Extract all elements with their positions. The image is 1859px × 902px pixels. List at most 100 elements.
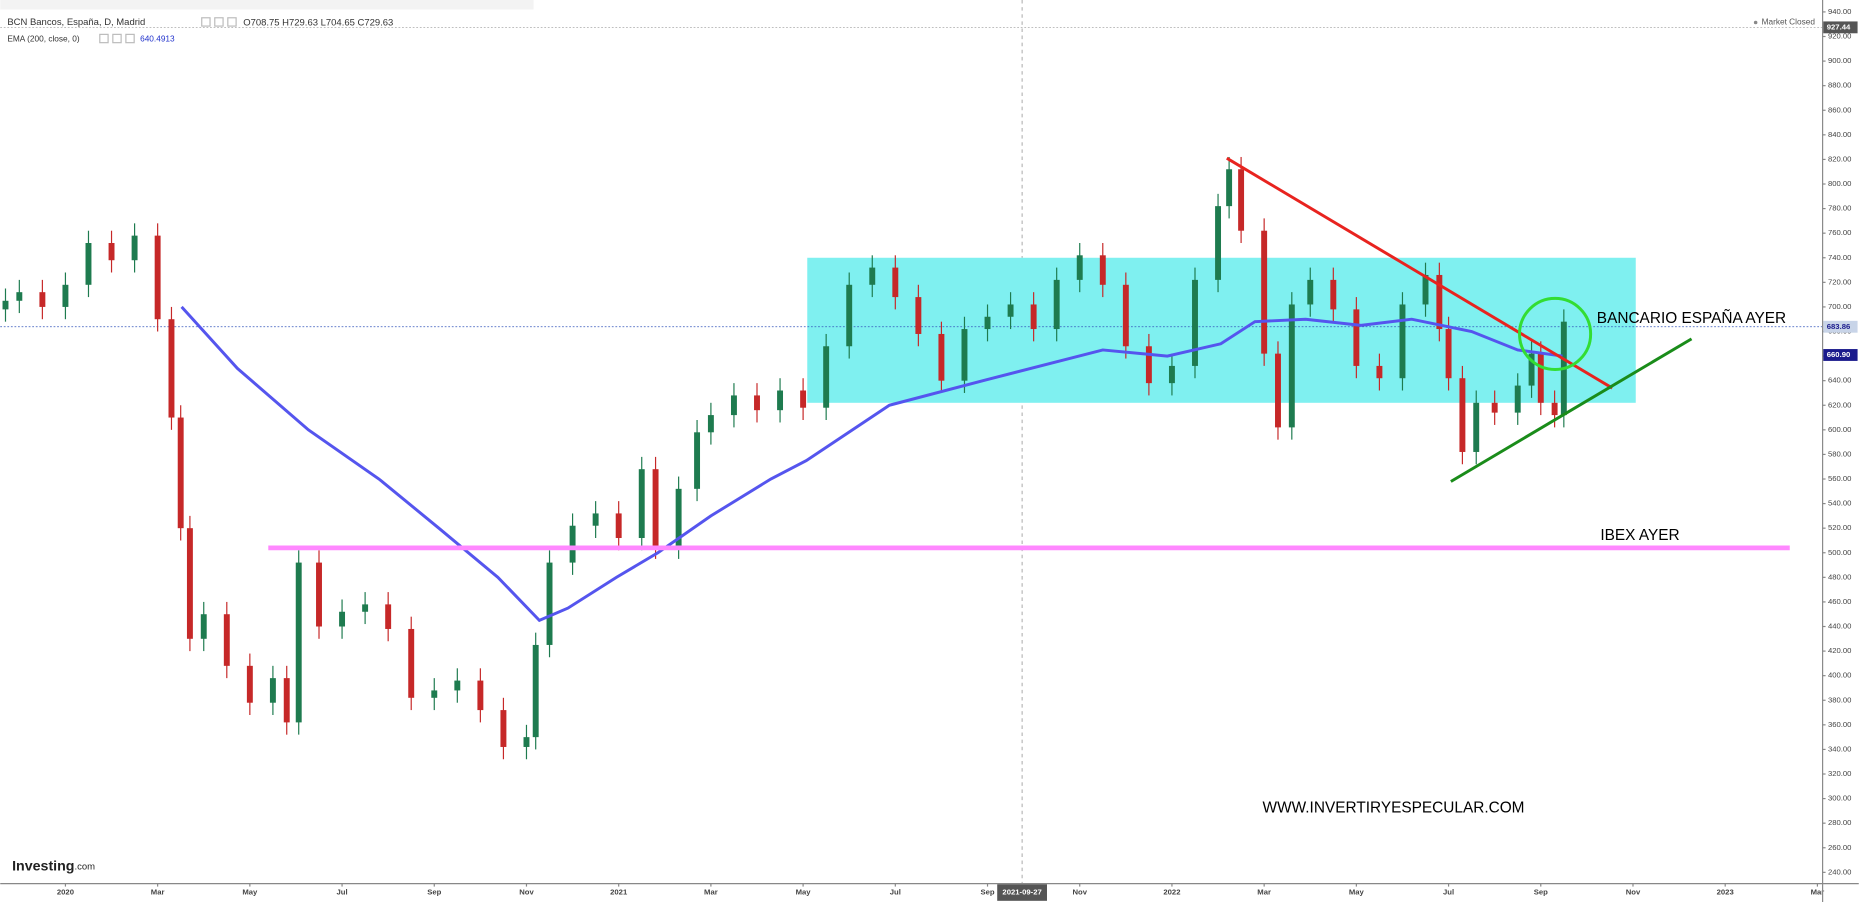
- candle-body: [385, 604, 392, 629]
- y-tick-label: 720.00: [1828, 277, 1852, 286]
- x-tick-label: 2020: [57, 888, 74, 897]
- icon[interactable]: [227, 17, 237, 27]
- ohlc-open: O708.75: [243, 17, 279, 28]
- x-tick-label: 2022: [1163, 888, 1180, 897]
- y-tick-label: 800.00: [1828, 179, 1852, 188]
- candle-body: [1353, 309, 1360, 366]
- y-tick-label: 400.00: [1828, 671, 1852, 680]
- candle-body: [1030, 304, 1037, 330]
- y-tick-label: 500.00: [1828, 548, 1852, 557]
- toolbar[interactable]: [0, 0, 534, 10]
- x-tick-label: Nov: [1072, 888, 1087, 897]
- x-tick-label: May: [242, 888, 258, 897]
- candle-body: [777, 390, 784, 411]
- candle-body: [638, 469, 645, 539]
- candle-body: [1053, 279, 1060, 330]
- indicator: EMA (200, close, 0): [7, 33, 80, 43]
- candle-body: [85, 243, 92, 285]
- y-tick-label: 580.00: [1828, 449, 1852, 458]
- x-tick-label: Nov: [519, 888, 534, 897]
- price-label-bg: [1823, 21, 1858, 34]
- candle-body: [1514, 385, 1521, 413]
- icon[interactable]: [125, 33, 135, 44]
- x-tick-label: Mar: [1257, 888, 1271, 897]
- y-tick-label: 520.00: [1828, 523, 1852, 532]
- candle-body: [1528, 353, 1535, 386]
- candle-body: [246, 665, 253, 703]
- icon[interactable]: [99, 33, 109, 44]
- ohlc-low: L704.65: [321, 17, 355, 28]
- y-tick-label: 240.00: [1828, 867, 1852, 876]
- candle-body: [1238, 169, 1245, 231]
- candle-body: [532, 644, 539, 738]
- x-tick-label: Jul: [890, 888, 901, 897]
- candle-body: [569, 525, 576, 563]
- candle-body: [131, 235, 138, 261]
- candle-body: [1551, 402, 1558, 416]
- y-tick-label: 900.00: [1828, 56, 1852, 65]
- y-tick-label: 380.00: [1828, 695, 1852, 704]
- y-tick-label: 620.00: [1828, 400, 1852, 409]
- candle-body: [1168, 365, 1175, 384]
- candle-body: [652, 469, 659, 547]
- highlight-circle: [1518, 296, 1593, 372]
- market-status: Market Closed: [1762, 17, 1816, 27]
- candle-body: [16, 292, 23, 301]
- candle-body: [200, 614, 207, 639]
- candle-body: [869, 267, 876, 285]
- y-tick-label: 420.00: [1828, 646, 1852, 655]
- candle-body: [39, 292, 46, 307]
- x-tick-label: Sep: [980, 888, 994, 897]
- logo: Investing.com: [12, 858, 95, 874]
- trend-line: [1226, 156, 1614, 390]
- candle-body: [615, 513, 622, 539]
- y-tick-label: 760.00: [1828, 228, 1852, 237]
- annotation: IBEX AYER: [1600, 527, 1679, 544]
- candle-body: [1288, 304, 1295, 428]
- candle-body: [892, 267, 899, 298]
- candle-body: [500, 710, 507, 747]
- candle-body: [1007, 304, 1014, 317]
- y-tick-label: 540.00: [1828, 499, 1852, 508]
- logo-name: Investing: [12, 858, 74, 874]
- icon[interactable]: [112, 33, 122, 44]
- y-tick-label: 480.00: [1828, 572, 1852, 581]
- x-tick-label: 2021: [610, 888, 628, 897]
- ohlc-high: H729.63: [282, 17, 318, 28]
- annotation: WWW.INVERTIRYESPECULAR.COM: [1263, 799, 1525, 816]
- candle-body: [1436, 274, 1443, 330]
- price-label: 683.86: [1827, 322, 1851, 331]
- candle-body: [1491, 402, 1498, 413]
- x-tick-label: Mar: [1811, 888, 1825, 897]
- y-tick-label: 300.00: [1828, 794, 1852, 803]
- y-tick-label: 340.00: [1828, 744, 1852, 753]
- candle-body: [846, 284, 853, 347]
- crosshair-label: 2021-09-27: [1002, 888, 1041, 897]
- x-tick-label: Sep: [1534, 888, 1548, 897]
- candle-body: [1399, 304, 1406, 379]
- x-tick-label: Jul: [1443, 888, 1454, 897]
- y-tick-label: 700.00: [1828, 302, 1852, 311]
- candle-body: [339, 611, 346, 627]
- candle-body: [408, 628, 415, 698]
- y-tick-label: 260.00: [1828, 843, 1852, 852]
- x-tick-label: Jul: [337, 888, 348, 897]
- candle-body: [1122, 284, 1129, 347]
- candle-body: [1275, 353, 1281, 428]
- status-dot: [1753, 20, 1758, 25]
- y-tick-label: 880.00: [1828, 81, 1852, 90]
- candle-body: [730, 395, 737, 416]
- icon[interactable]: [214, 17, 224, 27]
- ohlc: O708.75 H729.63 L704.65 C729.63: [243, 17, 393, 28]
- y-tick-label: 740.00: [1828, 253, 1852, 262]
- indicator-value: 640.4913: [140, 33, 175, 43]
- icon[interactable]: [201, 17, 211, 27]
- price-label-bg: [1823, 349, 1858, 361]
- y-tick-label: 440.00: [1828, 622, 1852, 631]
- range-box: [807, 257, 1636, 403]
- candle-body: [1099, 255, 1106, 285]
- candle-body: [592, 513, 599, 526]
- candle-body: [984, 316, 991, 330]
